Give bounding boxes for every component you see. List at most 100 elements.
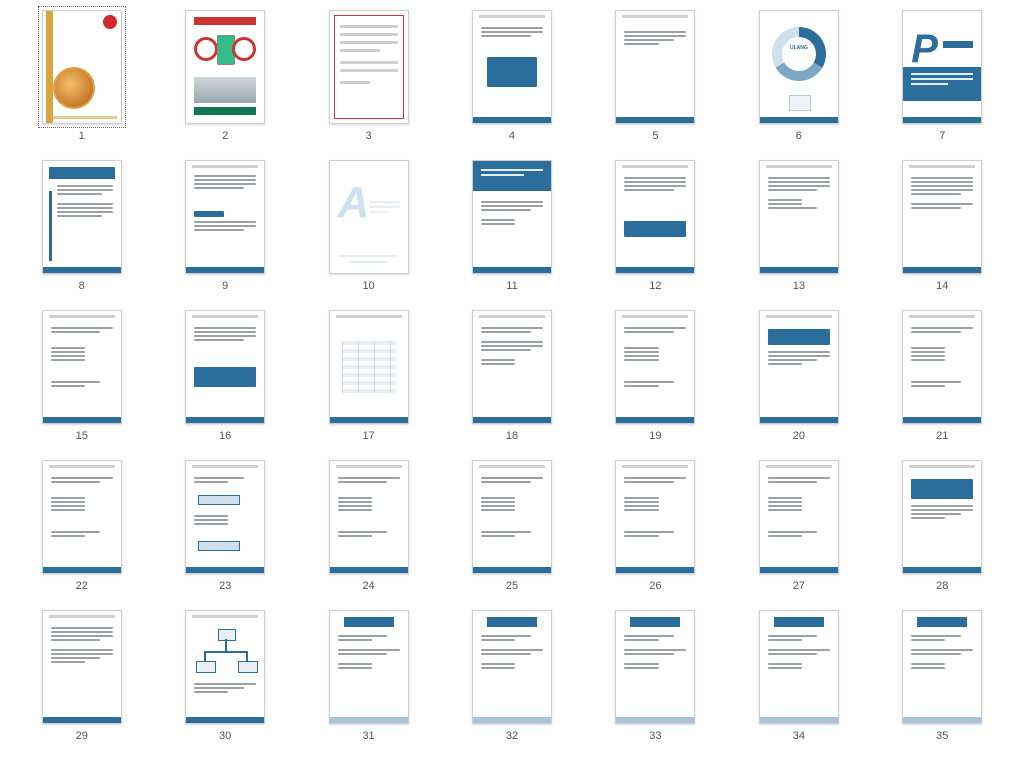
thumbnail-preview <box>185 610 265 724</box>
thumbnail-preview <box>759 460 839 574</box>
page-number-label: 11 <box>506 280 517 292</box>
thumbnail-preview <box>472 610 552 724</box>
thumbnail-preview <box>329 10 409 124</box>
thumbnail-preview <box>615 10 695 124</box>
page-number-label: 17 <box>362 430 374 442</box>
page-thumbnail[interactable]: 23 <box>171 460 278 592</box>
page-number-label: 32 <box>506 730 518 742</box>
page-thumbnail[interactable]: 29 <box>28 610 135 742</box>
page-thumbnail[interactable]: 30 <box>171 610 278 742</box>
page-thumbnail[interactable]: ULANG 6 <box>745 10 852 142</box>
page-number-label: 9 <box>222 280 228 292</box>
thumbnail-preview <box>759 610 839 724</box>
page-thumbnail[interactable]: 2 <box>171 10 278 142</box>
page-number-label: 12 <box>649 280 661 292</box>
page-thumbnail[interactable]: 4 <box>458 10 565 142</box>
page-thumbnail[interactable]: 11 <box>458 160 565 292</box>
page-number-label: 2 <box>222 130 228 142</box>
page-number-label: 6 <box>796 130 802 142</box>
thumbnail-preview <box>902 160 982 274</box>
cover-photo <box>53 67 95 109</box>
page-thumbnail[interactable]: 8 <box>28 160 135 292</box>
page-number-label: 7 <box>939 130 945 142</box>
thumbnail-preview <box>902 310 982 424</box>
thumbnail-preview <box>42 310 122 424</box>
thumbnail-preview <box>329 310 409 424</box>
page-thumbnail[interactable]: 15 <box>28 310 135 442</box>
page-number-label: 18 <box>506 430 518 442</box>
thumbnail-preview <box>759 310 839 424</box>
thumbnail-preview <box>902 610 982 724</box>
page-thumbnail[interactable]: A10 <box>315 160 422 292</box>
page-thumbnail[interactable]: 12 <box>602 160 709 292</box>
thumbnail-preview <box>329 460 409 574</box>
page-number-label: 21 <box>936 430 948 442</box>
page-thumbnail[interactable]: P7 <box>889 10 996 142</box>
thumbnail-preview: PEMBANTUTADBIRN19 <box>42 10 122 124</box>
page-number-label: 1 <box>79 130 85 142</box>
thumbnail-preview <box>185 310 265 424</box>
page-thumbnail[interactable]: 16 <box>171 310 278 442</box>
thumbnail-preview <box>42 160 122 274</box>
page-number-label: 19 <box>649 430 661 442</box>
page-thumbnail[interactable]: 33 <box>602 610 709 742</box>
thumbnail-preview <box>185 160 265 274</box>
thumbnail-preview <box>472 10 552 124</box>
cover-title: PEMBANTUTADBIRN19 <box>55 29 117 54</box>
thumbnail-preview <box>329 610 409 724</box>
thumbnail-preview <box>615 460 695 574</box>
page-number-label: 24 <box>362 580 374 592</box>
thumbnail-preview <box>42 610 122 724</box>
page-thumbnail[interactable]: 5 <box>602 10 709 142</box>
thumbnail-preview <box>185 10 265 124</box>
page-number-label: 4 <box>509 130 515 142</box>
thumbnail-preview <box>759 160 839 274</box>
page-thumbnail[interactable]: 27 <box>745 460 852 592</box>
page-thumbnail[interactable]: PEMBANTUTADBIRN19 1 <box>28 10 135 142</box>
page-thumbnail[interactable]: 13 <box>745 160 852 292</box>
thumbnail-preview: ULANG <box>759 10 839 124</box>
page-number-label: 23 <box>219 580 231 592</box>
thumbnail-preview <box>185 460 265 574</box>
page-number-label: 35 <box>936 730 948 742</box>
thumbnail-preview <box>472 310 552 424</box>
page-thumbnail[interactable]: 25 <box>458 460 565 592</box>
page-number-label: 22 <box>76 580 88 592</box>
page-thumbnail[interactable]: 26 <box>602 460 709 592</box>
thumbnail-preview <box>615 160 695 274</box>
page-number-label: 16 <box>219 430 231 442</box>
page-number-label: 10 <box>362 280 374 292</box>
thumbnail-preview: P <box>902 10 982 124</box>
page-thumbnail[interactable]: 32 <box>458 610 565 742</box>
page-number-label: 20 <box>793 430 805 442</box>
edition-badge <box>103 15 117 29</box>
page-thumbnail[interactable]: 14 <box>889 160 996 292</box>
page-number-label: 30 <box>219 730 231 742</box>
page-number-label: 33 <box>649 730 661 742</box>
page-number-label: 31 <box>362 730 374 742</box>
page-number-label: 27 <box>793 580 805 592</box>
page-thumbnail[interactable]: 34 <box>745 610 852 742</box>
thumbnail-preview <box>42 460 122 574</box>
page-thumbnail[interactable]: 28 <box>889 460 996 592</box>
page-thumbnail[interactable]: 17 <box>315 310 422 442</box>
page-number-label: 14 <box>936 280 948 292</box>
page-thumbnail[interactable]: 19 <box>602 310 709 442</box>
thumbnail-preview <box>472 460 552 574</box>
page-number-label: 28 <box>936 580 948 592</box>
page-thumbnail[interactable]: 21 <box>889 310 996 442</box>
page-number-label: 34 <box>793 730 805 742</box>
page-thumbnail[interactable]: 22 <box>28 460 135 592</box>
page-thumbnail[interactable]: 35 <box>889 610 996 742</box>
page-thumbnail[interactable]: 24 <box>315 460 422 592</box>
page-number-label: 26 <box>649 580 661 592</box>
page-number-label: 25 <box>506 580 518 592</box>
page-number-label: 13 <box>793 280 805 292</box>
page-thumbnail[interactable]: 18 <box>458 310 565 442</box>
page-thumbnail[interactable]: 3 <box>315 10 422 142</box>
page-thumbnail[interactable]: 9 <box>171 160 278 292</box>
page-thumbnail[interactable]: 20 <box>745 310 852 442</box>
page-thumbnail[interactable]: 31 <box>315 610 422 742</box>
page-number-label: 5 <box>652 130 658 142</box>
page-number-label: 29 <box>76 730 88 742</box>
